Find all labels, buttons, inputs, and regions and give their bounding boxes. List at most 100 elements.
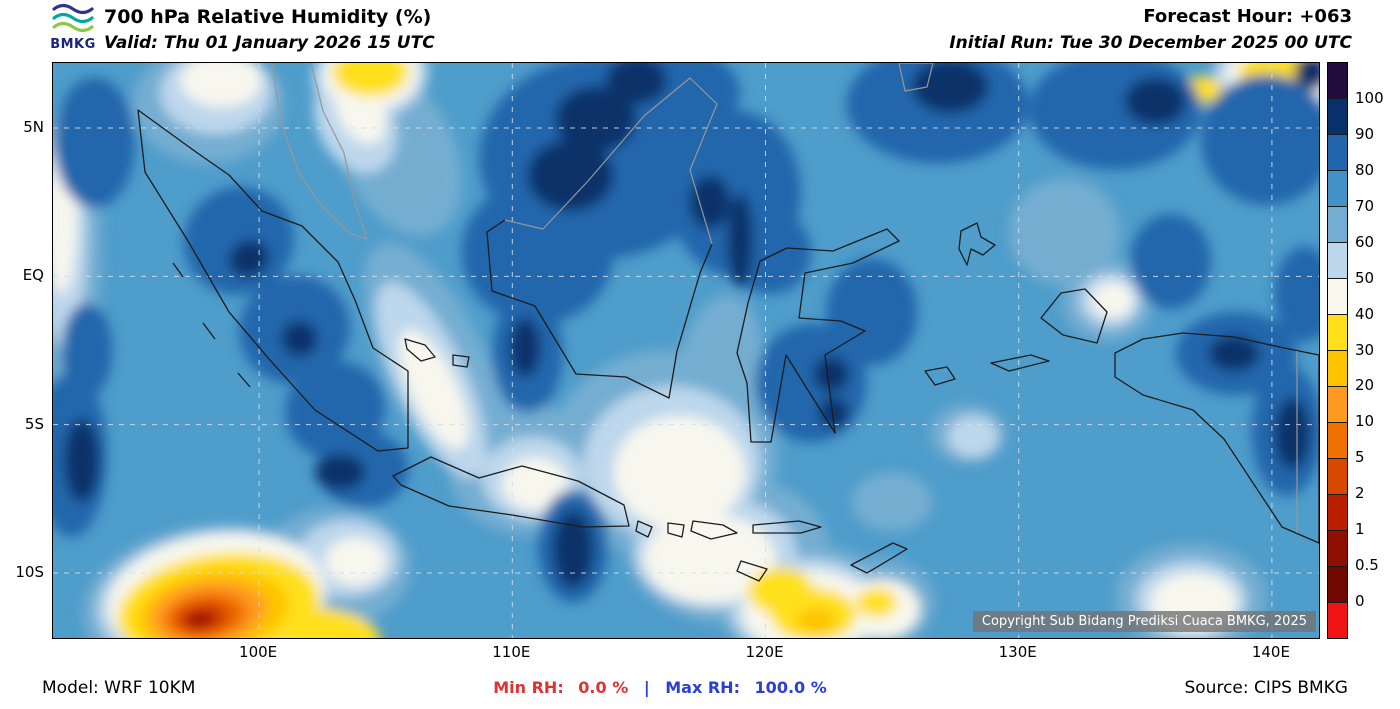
colorbar-tick-label: 1 [1355,520,1365,539]
humidity-contour-blob [912,63,989,114]
humidity-contour-blob [795,608,837,633]
colorbar-tick-label: 5 [1355,448,1365,467]
minmax-separator: | [643,678,650,697]
humidity-contour-blob [727,193,753,289]
humidity-contour-blob [332,63,409,97]
min-rh-label: Min RH: [493,678,564,697]
y-axis-tick-label: 5S [24,414,44,433]
colorbar-tick-label: 60 [1355,232,1375,251]
humidity-contour-blob [183,186,294,295]
malaysian-borneo-coastline [504,77,718,245]
graticule-gridlines [53,63,1319,638]
papua-coastline [1114,332,1319,544]
humidity-contour-blob [555,86,637,152]
colorbar [1327,62,1348,639]
page-title: 700 hPa Relative Humidity (%) [104,6,432,28]
humidity-contour-blob [64,418,100,502]
colorbar-segment [1328,278,1347,314]
humidity-contour-blob [1274,246,1319,342]
humidity-contour-blob [527,139,614,211]
humidity-contour-blob [613,415,746,529]
forecast-hour: Forecast Hour: +063 [1143,6,1352,27]
y-axis-tick-label: 10S [15,563,44,582]
mentawai-islands [172,262,251,388]
humidity-contour-blob [1125,77,1186,125]
humidity-contour-blob [689,175,731,229]
initial-run: Initial Run: Tue 30 December 2025 00 UTC [949,33,1352,53]
colorbar-tick-label: 10 [1355,412,1375,431]
colorbar-segment [1328,63,1347,98]
humidity-contour-blob [461,181,614,324]
y-axis-tick-label: EQ [22,266,44,285]
x-axis-tick-label: 130E [998,643,1037,661]
x-axis-tick-label: 120E [745,643,784,661]
colorbar-tick-label: 100 [1355,88,1384,107]
flores-coastline [752,520,822,534]
valid-time: Valid: Thu 01 January 2026 15 UTC [104,33,435,53]
x-axis-tick-label: 140E [1251,643,1290,661]
timor-coastline [850,542,908,574]
lombok-coastline [667,522,685,538]
map-frame: Copyright Sub Bidang Prediksi Cuaca BMKG… [52,62,1320,639]
humidity-contour-blob [606,63,667,105]
colorbar-segment [1328,134,1347,170]
model-label: Model: WRF 10KM [42,678,196,698]
colorbar-segment [1328,530,1347,566]
colorbar-tick-label: 40 [1355,304,1375,323]
source-label: Source: CIPS BMKG [1184,678,1348,698]
colorbar-segment [1328,422,1347,458]
colorbar-tick-label: 80 [1355,160,1375,179]
colorbar-tick-label: 0.5 [1355,556,1379,575]
sumba-coastline [736,560,768,582]
x-axis-tick-label: 110E [492,643,531,661]
humidity-contour-blob [1201,74,1319,206]
colorbar-segment [1328,170,1347,206]
humidity-map [53,63,1319,638]
humidity-contour-blob [826,258,918,366]
humidity-contour-blob [1208,335,1260,372]
colorbar-tick-label: 90 [1355,124,1375,143]
humidity-contour-blob [281,320,318,357]
min-rh-value: 0.0 % [578,678,629,697]
humidity-contour-blob [552,510,594,588]
papua-birdshead-coastline [1040,288,1108,344]
humidity-contour-blob [947,415,999,458]
humidity-contour-blob [509,317,541,378]
colorbar-segment [1328,566,1347,602]
colorbar-segment [1328,206,1347,242]
max-rh-value: 100.0 % [754,678,827,697]
colorbar-segment [1328,494,1347,530]
humidity-contour-blob [399,329,469,450]
colorbar-segment [1328,458,1347,494]
colorbar-tick-label: 30 [1355,340,1375,359]
colorbar-tick-label: 50 [1355,268,1375,287]
sumatra-coastline [137,109,409,452]
java-coastline [392,456,630,528]
humidity-contour-blob [61,303,113,398]
indonesia-coastlines [137,109,1319,582]
malay-peninsula-coastline [271,63,368,240]
colorbar-segment [1328,314,1347,350]
colorbar-segment [1328,350,1347,386]
rh-minmax: Min RH: 0.0 % | Max RH: 100.0 % [0,678,1320,697]
humidity-contour-blob [314,454,366,490]
colorbar-segment [1328,602,1347,638]
colorbar-tick-label: 2 [1355,484,1365,503]
humidity-contour-blob [502,457,568,511]
humidity-contour-blob [189,614,210,627]
kalimantan-coastline [486,219,713,399]
humidity-contour-blob [1274,398,1310,470]
humidity-contour-blob [856,587,898,618]
belitung-coastline [452,354,470,368]
humidity-contour-blob [1130,214,1212,309]
bangka-coastline [404,338,436,362]
sulawesi-coastline [736,228,900,443]
foreign-coastlines [271,63,1298,533]
buru-coastline [924,366,956,386]
x-axis-tick-label: 100E [239,643,278,661]
colorbar-tick-label: 70 [1355,196,1375,215]
colorbar-tick-label: 0 [1355,592,1365,611]
humidity-contour-blob [851,472,933,532]
humidity-contour-blob [1092,282,1133,318]
